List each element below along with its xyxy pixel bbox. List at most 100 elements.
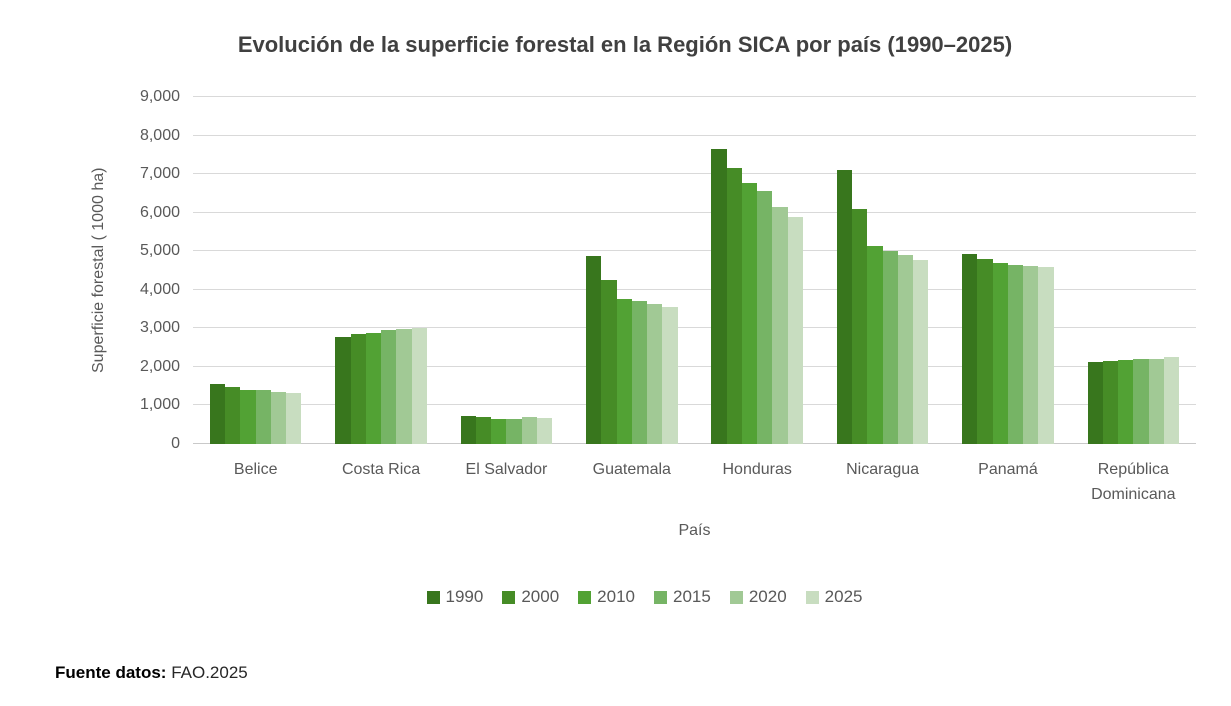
bar-cluster (962, 97, 1054, 444)
legend-swatch-icon (502, 590, 516, 604)
legend-label: 2025 (824, 587, 863, 606)
bar (270, 391, 287, 444)
legend-label: 2015 (673, 587, 711, 606)
bar (240, 389, 256, 444)
bar (852, 208, 868, 444)
bar (913, 260, 929, 444)
bar (741, 182, 758, 444)
bar (1038, 266, 1054, 444)
bar (977, 258, 993, 444)
x-axis-title: País (678, 522, 711, 539)
bar (350, 334, 366, 444)
legend: 1990 2000 2010 2015 2020 2025 (143, 587, 1146, 607)
bar (506, 419, 522, 444)
bar (992, 262, 1008, 444)
gridline (193, 96, 1196, 97)
legend-swatch-icon (654, 590, 667, 604)
bar (475, 416, 492, 444)
bar (365, 332, 382, 444)
legend-item: 2000 (502, 587, 559, 607)
bar-cluster (460, 97, 553, 444)
legend-item: 2020 (729, 587, 787, 607)
bar (1133, 359, 1149, 444)
bar-cluster (586, 97, 678, 444)
y-tick-label: 7,000 (139, 165, 180, 183)
bar (335, 337, 351, 444)
bar (209, 383, 226, 444)
bar (711, 149, 727, 444)
x-category-label: Nicaragua (846, 461, 920, 478)
bar-group (695, 97, 820, 444)
chart-title: Evolución de la superficie forestal en l… (237, 32, 1013, 57)
bar (225, 386, 241, 444)
gridline (193, 134, 1196, 136)
bar (882, 251, 898, 444)
bar-cluster (1087, 97, 1180, 444)
bar (586, 256, 602, 444)
bar (1148, 358, 1164, 444)
y-tick-label: 8,000 (139, 126, 180, 144)
legend-swatch-icon (426, 590, 440, 604)
legend-item: 2015 (654, 587, 711, 607)
bar-group (820, 97, 945, 444)
y-tick-label: 5,000 (139, 242, 180, 260)
y-axis-ticks: 0 1,000 2,000 3,000 4,000 5,000 6,000 7,000 8,00… (108, 88, 180, 452)
y-tick-label: 9,000 (139, 88, 180, 105)
bar (1102, 361, 1119, 444)
legend-item: 2025 (805, 587, 863, 607)
bar-cluster (711, 97, 803, 444)
bar (460, 415, 476, 444)
source-note: Fuente datos: FAO.2025 (55, 663, 248, 683)
gridline (193, 288, 1196, 290)
y-tick-label: 3,000 (139, 319, 180, 337)
legend-item: 2010 (578, 587, 635, 607)
bar (1118, 359, 1134, 444)
x-category-label: Panamá (978, 461, 1038, 478)
bar (255, 390, 271, 444)
bar (757, 191, 773, 444)
bar-cluster (836, 97, 929, 444)
x-category-label: Costa Rica (341, 461, 421, 478)
bar (836, 170, 853, 444)
bar (662, 307, 678, 444)
bar (772, 206, 788, 444)
bar-cluster (335, 97, 427, 444)
y-tick-label: 0 (171, 435, 180, 452)
bar (286, 393, 302, 444)
bar (867, 246, 883, 444)
gridline (193, 327, 1196, 329)
legend-label: 1990 (445, 587, 484, 606)
bar-group (444, 97, 569, 444)
bar-group (1071, 97, 1196, 444)
bar (897, 255, 914, 444)
gridline (193, 211, 1196, 213)
bar (396, 329, 412, 444)
legend-label: 2010 (597, 587, 635, 606)
legend-swatch-icon (729, 590, 743, 604)
x-category-label: Honduras (722, 461, 792, 478)
bar (726, 168, 742, 444)
y-tick-label: 6,000 (139, 203, 180, 221)
bar (647, 304, 663, 444)
legend-label: 2000 (521, 587, 560, 606)
legend-label: 2020 (748, 587, 787, 606)
bar (411, 328, 427, 444)
bar (787, 216, 803, 444)
bar (491, 418, 507, 444)
bar (1023, 265, 1039, 444)
bar (616, 299, 632, 444)
gridline (193, 365, 1196, 367)
x-category-label: República Dominicana (1091, 461, 1176, 503)
legend-item: 1990 (426, 587, 484, 607)
legend-swatch-icon (578, 590, 592, 604)
plot-area (193, 96, 1196, 444)
bar (1087, 362, 1103, 444)
bar-cluster (209, 97, 302, 444)
gridline (193, 250, 1196, 252)
bar (631, 300, 648, 444)
y-tick-label: 2,000 (139, 357, 180, 375)
gridline (193, 404, 1196, 406)
gridline (193, 173, 1196, 175)
x-category-label: El Salvador (465, 461, 548, 478)
source-value: FAO.2025 (171, 663, 248, 682)
